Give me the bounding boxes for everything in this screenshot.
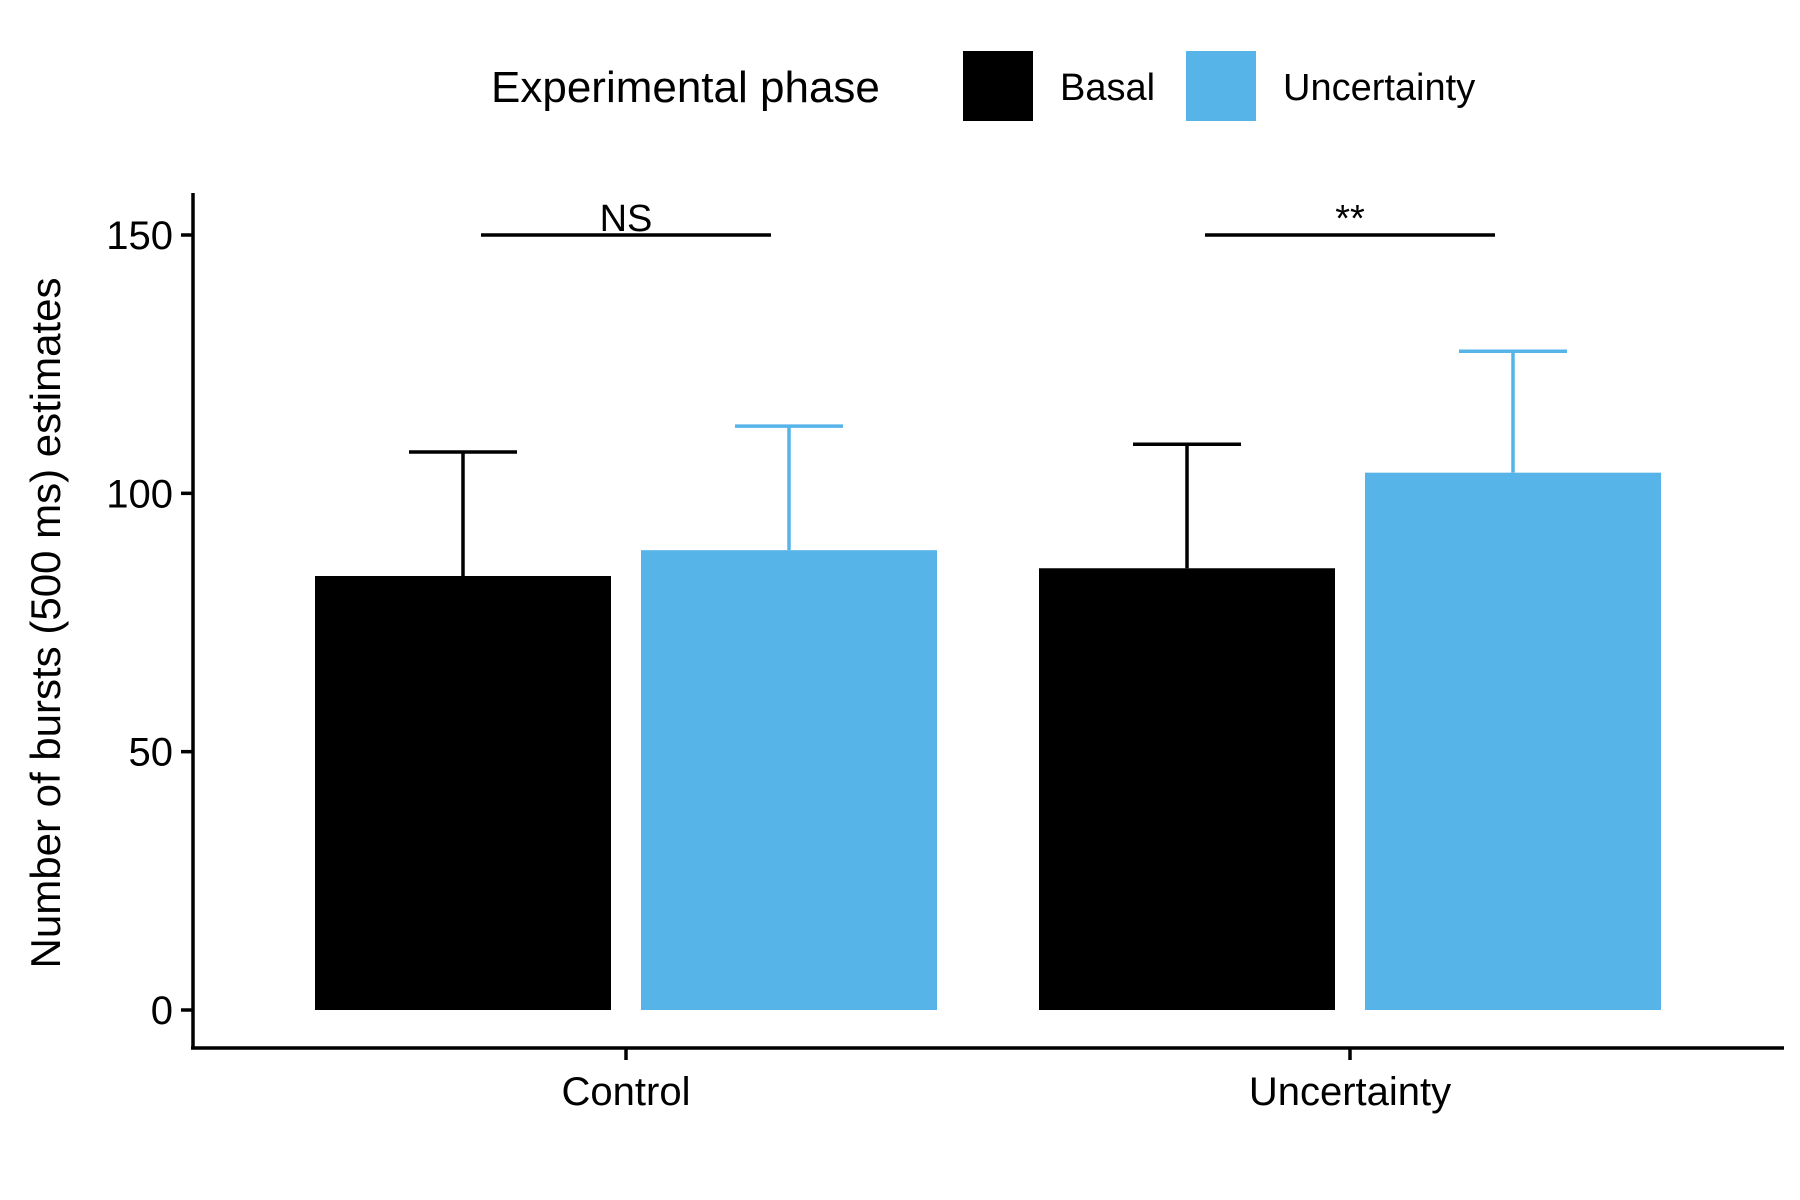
legend-swatch [963, 51, 1033, 121]
legend-label: Basal [1060, 67, 1155, 109]
bar-control-uncertainty [641, 550, 937, 1010]
error-bar-control-basal [409, 450, 517, 576]
y-axis-title: Number of bursts (500 ms) estimates [22, 278, 69, 969]
x-tick-label-control: Control [562, 1070, 691, 1114]
significance-control: NS [481, 198, 771, 240]
legend-item-uncertainty: Uncertainty [1186, 51, 1475, 121]
legend-title: Experimental phase [491, 63, 880, 112]
y-tick-label: 50 [129, 731, 174, 775]
bar-control-basal [315, 576, 611, 1010]
error-bar-uncertainty-uncertainty [1459, 349, 1567, 473]
y-tick-label: 150 [106, 214, 173, 258]
significance-label: NS [600, 198, 653, 240]
y-tick-label: 100 [106, 472, 173, 516]
x-tick-label-uncertainty: Uncertainty [1249, 1070, 1451, 1114]
legend-label: Uncertainty [1283, 67, 1475, 109]
error-bar-control-uncertainty [735, 424, 843, 551]
legend-swatch [1186, 51, 1256, 121]
significance-label: ** [1335, 198, 1365, 240]
bar-uncertainty-basal [1039, 568, 1335, 1010]
legend: Experimental phase Basal Uncertainty [491, 51, 1475, 121]
error-bar-uncertainty-basal [1133, 442, 1241, 569]
bar-uncertainty-uncertainty [1365, 472, 1661, 1011]
y-tick-label: 0 [151, 989, 173, 1033]
legend-item-basal: Basal [963, 51, 1155, 121]
significance-uncertainty: ** [1205, 198, 1495, 240]
plot-area: NS ** 0 50 100 150 Control Uncertainty [106, 193, 1784, 1114]
